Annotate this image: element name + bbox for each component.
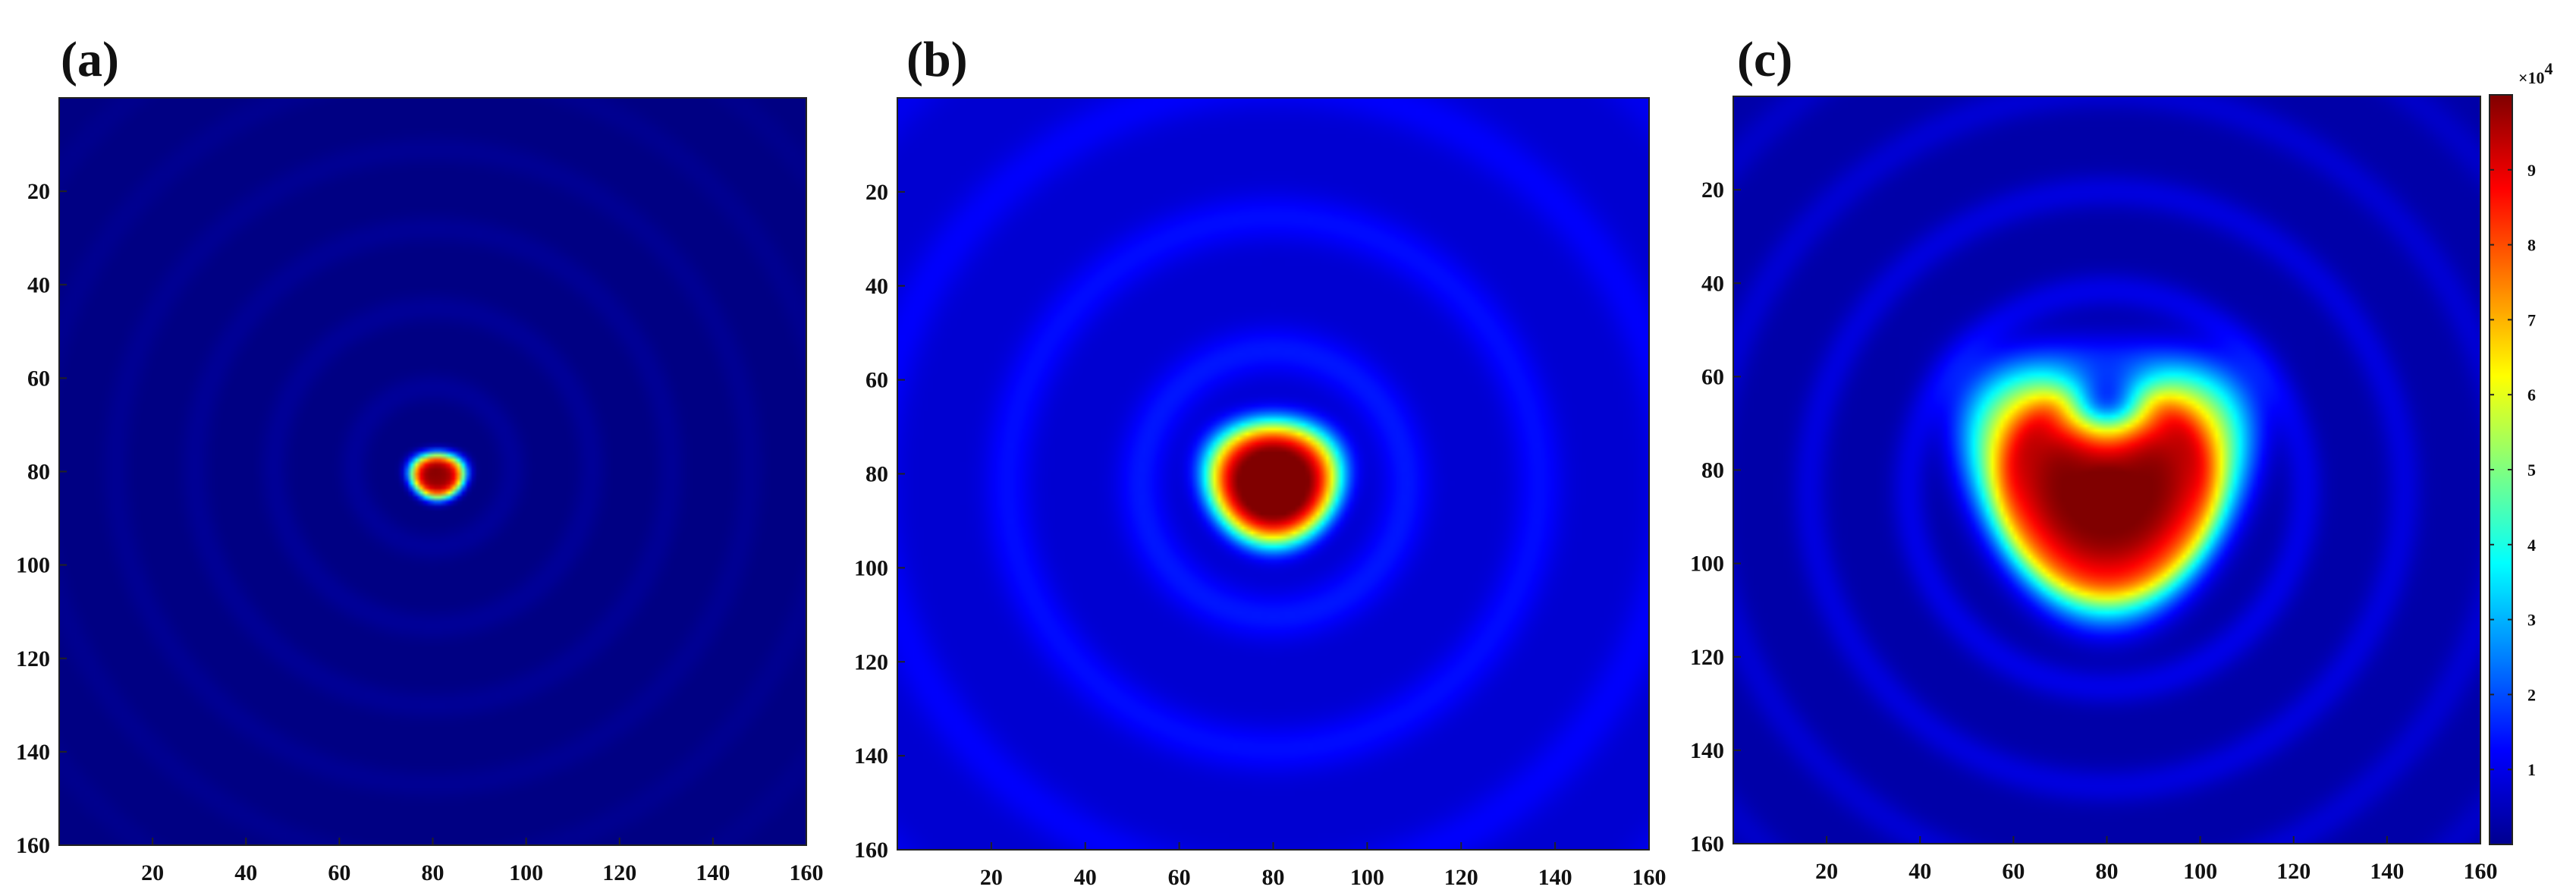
x-tick-label: 60 bbox=[1168, 865, 1191, 890]
colorbar-multiplier-exponent: 4 bbox=[2545, 59, 2553, 78]
y-tick-label: 140 bbox=[1690, 738, 1724, 763]
y-tick-label: 120 bbox=[854, 649, 888, 674]
y-tick-label: 80 bbox=[865, 462, 888, 487]
y-tick-label: 60 bbox=[1701, 364, 1724, 389]
y-tick-label: 120 bbox=[1690, 645, 1724, 670]
panel-label: (c) bbox=[1737, 32, 1792, 87]
y-tick-label: 60 bbox=[27, 366, 50, 391]
x-tick-label: 160 bbox=[2464, 859, 2498, 884]
heatmap-image bbox=[1733, 96, 2480, 844]
x-tick-label: 100 bbox=[509, 860, 543, 885]
y-tick-label: 160 bbox=[16, 833, 50, 858]
y-tick-label: 40 bbox=[27, 272, 50, 297]
x-tick-label: 120 bbox=[602, 860, 636, 885]
heatmap-image bbox=[897, 98, 1649, 850]
x-tick-label: 40 bbox=[234, 860, 257, 885]
heatmap-panel: (b) 20 40 60 80 100 120 140 160 20 40 60 80 100 120 140… bbox=[854, 32, 1667, 890]
x-tick-label: 100 bbox=[1350, 865, 1384, 890]
y-tick-label: 80 bbox=[27, 460, 50, 485]
y-tick-label: 80 bbox=[1701, 458, 1724, 483]
y-tick-label: 160 bbox=[854, 838, 888, 863]
colorbar-tick-label: 1 bbox=[2527, 760, 2536, 779]
x-tick-label: 20 bbox=[980, 865, 1003, 890]
x-tick-label: 120 bbox=[1444, 865, 1478, 890]
heatmap-panel: (c) 20 40 60 80 100 120 140 160 20 40 60 80 100 120 140… bbox=[1690, 32, 2498, 884]
colorbar-tick-label: 4 bbox=[2527, 536, 2536, 555]
y-tick-label: 60 bbox=[865, 368, 888, 393]
x-tick-label: 60 bbox=[2002, 859, 2025, 884]
colorbar-ticks: 1 2 3 4 5 6 7 8 9 bbox=[2490, 161, 2536, 779]
y-tick-label: 100 bbox=[1690, 552, 1724, 577]
colorbar-multiplier-base: ×10 bbox=[2518, 68, 2545, 87]
colorbar-tick-label: 6 bbox=[2527, 385, 2536, 404]
y-tick-label: 100 bbox=[854, 555, 888, 580]
colorbar-tick-label: 8 bbox=[2527, 236, 2536, 255]
x-tick-label: 20 bbox=[141, 860, 164, 885]
x-tick-label: 40 bbox=[1908, 859, 1931, 884]
colorbar-multiplier: ×104 bbox=[2518, 59, 2553, 87]
x-tick-label: 120 bbox=[2276, 859, 2311, 884]
panel-label: (b) bbox=[906, 32, 968, 87]
x-tick-label: 40 bbox=[1074, 865, 1097, 890]
x-tick-label: 160 bbox=[1632, 865, 1667, 890]
y-tick-label: 100 bbox=[16, 553, 50, 578]
x-tick-label: 140 bbox=[2370, 859, 2404, 884]
x-tick-label: 80 bbox=[2096, 859, 2119, 884]
panels: (a) 20 40 60 80 100 120 140 160 20 40 60 80 100 120 140… bbox=[16, 32, 2498, 890]
y-tick-label: 40 bbox=[865, 274, 888, 299]
colorbar-tick-label: 7 bbox=[2527, 310, 2536, 329]
x-tick-label: 80 bbox=[1262, 865, 1285, 890]
x-tick-label: 140 bbox=[1538, 865, 1572, 890]
x-tick-label: 160 bbox=[790, 860, 824, 885]
y-tick-label: 20 bbox=[1701, 178, 1724, 203]
y-tick-label: 20 bbox=[865, 180, 888, 205]
y-tick-label: 40 bbox=[1701, 271, 1724, 296]
y-tick-label: 140 bbox=[854, 744, 888, 769]
x-tick-label: 60 bbox=[328, 860, 350, 885]
colorbar-tick-label: 9 bbox=[2527, 161, 2536, 180]
colorbar-tick-label: 5 bbox=[2527, 461, 2536, 480]
y-tick-label: 20 bbox=[27, 179, 50, 204]
colorbar-tick-label: 3 bbox=[2527, 611, 2536, 630]
x-tick-label: 80 bbox=[422, 860, 445, 885]
y-tick-label: 140 bbox=[16, 740, 50, 765]
heatmap-image bbox=[59, 98, 806, 845]
panel-label: (a) bbox=[61, 32, 119, 87]
x-tick-label: 140 bbox=[696, 860, 730, 885]
y-tick-label: 160 bbox=[1690, 832, 1724, 857]
y-tick-label: 120 bbox=[16, 646, 50, 671]
colorbar-tick-label: 2 bbox=[2527, 685, 2536, 704]
heatmap-panel: (a) 20 40 60 80 100 120 140 160 20 40 60 80 100 120 140… bbox=[16, 32, 824, 885]
x-tick-label: 100 bbox=[2183, 859, 2217, 884]
x-tick-label: 20 bbox=[1815, 859, 1838, 884]
